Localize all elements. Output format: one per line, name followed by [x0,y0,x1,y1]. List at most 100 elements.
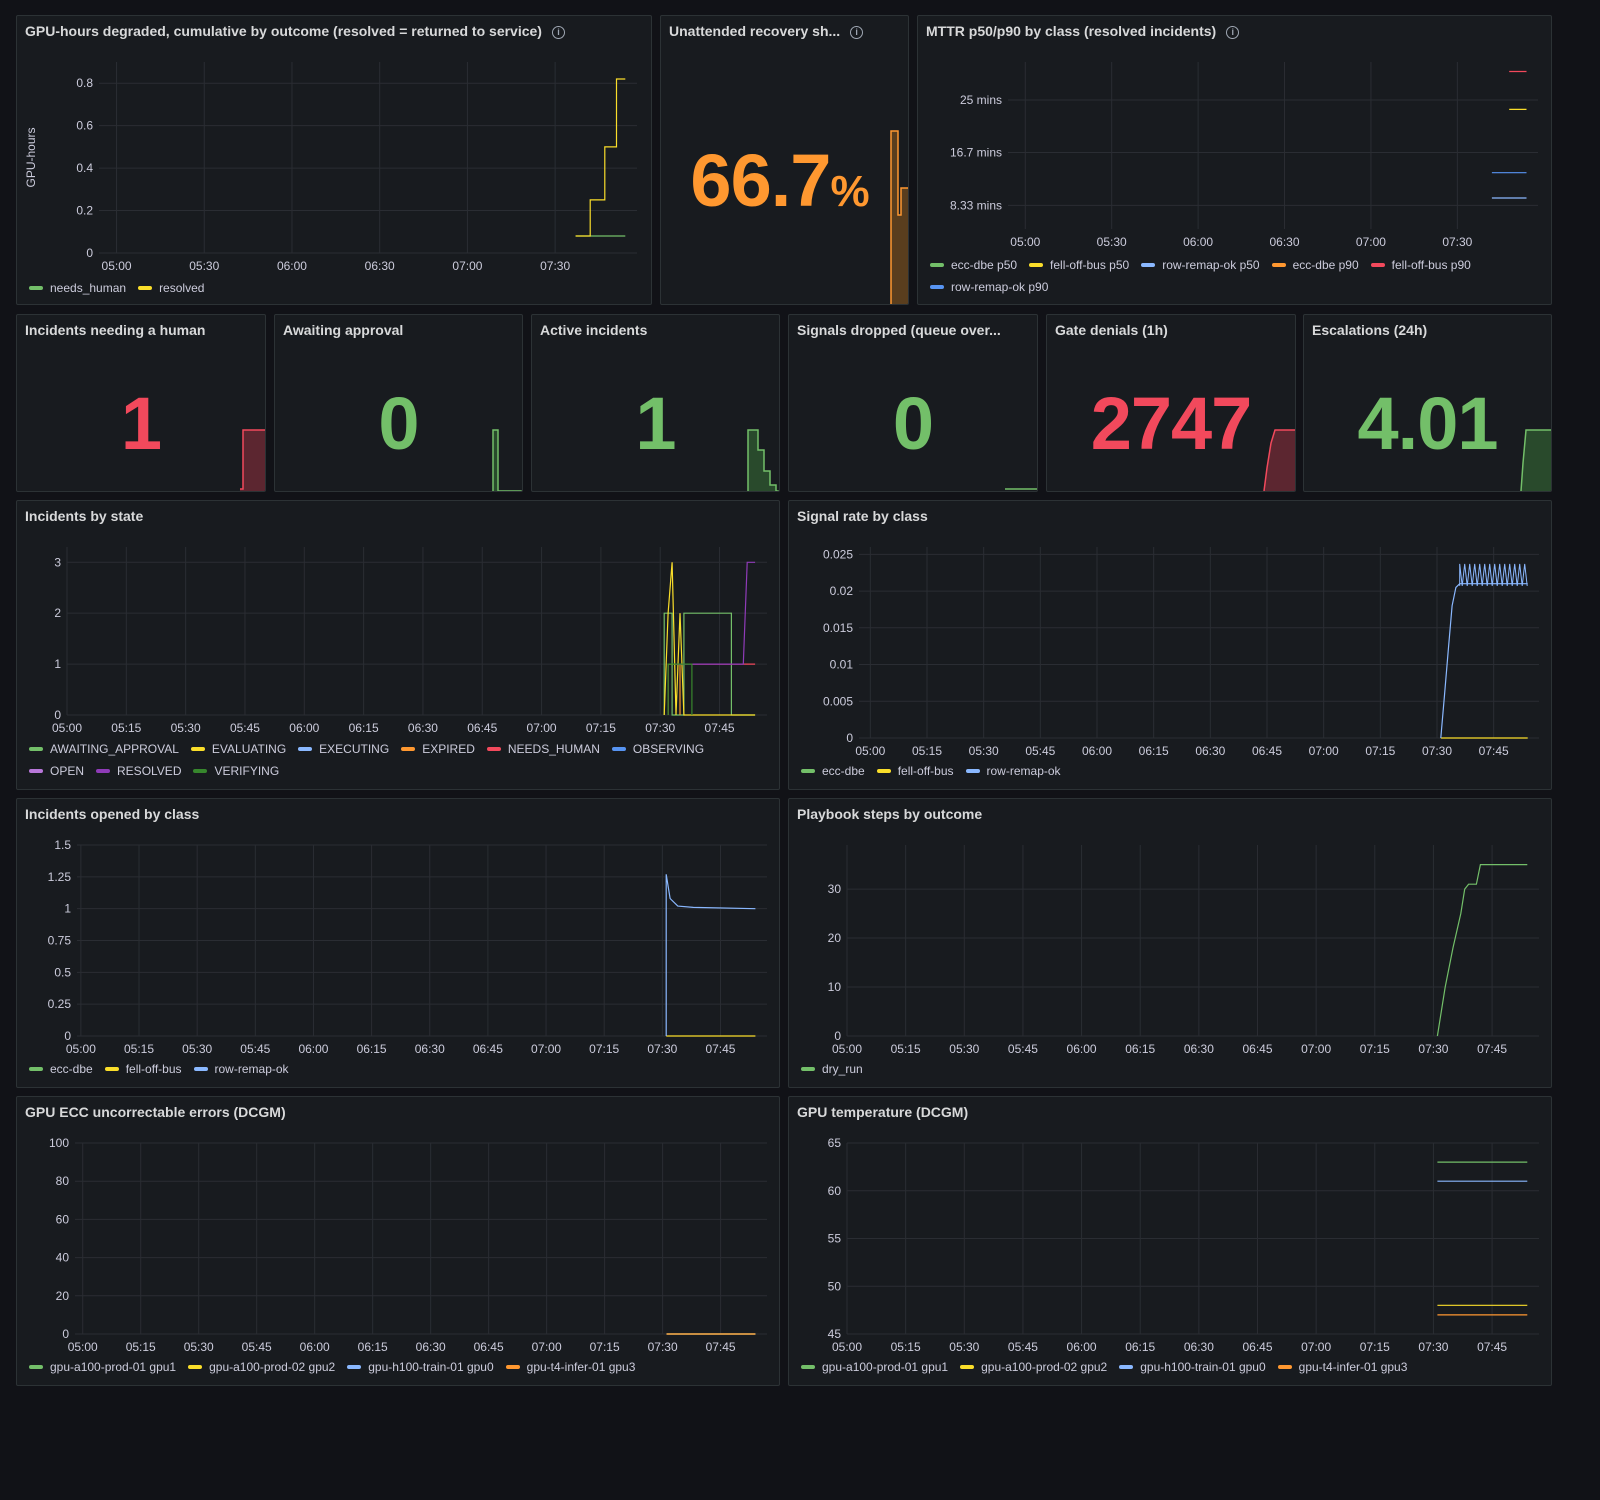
legend-label: gpu-h100-train-01 gpu0 [1140,1360,1266,1374]
legend-swatch [190,746,205,751]
x-tick-label: 06:45 [467,721,497,735]
legend-item[interactable]: gpu-a100-prod-02 gpu2 [960,1356,1107,1378]
legend-item[interactable]: ecc-dbe p90 [1271,254,1359,276]
info-icon[interactable]: i [1226,26,1240,39]
series-line-row-remap-ok [665,874,756,1036]
legend-item[interactable]: needs_human [29,277,126,299]
y-axis-label: GPU-hours [24,127,38,187]
x-tick-label: 07:30 [1418,1340,1448,1354]
panel-signal-rate: Signal rate by class 0 0.005 0.01 0.015 0.02… [788,500,1552,790]
x-tick-label: 07:00 [1301,1042,1331,1056]
legend-item[interactable]: AWAITING_APPROVAL [29,738,179,760]
panel-title: Playbook steps by outcome [797,806,983,822]
x-tick-label: 05:15 [126,1340,156,1354]
y-tick-label: 0 [834,1029,841,1043]
x-tick-label: 06:15 [357,1042,387,1056]
legend-item[interactable]: NEEDS_HUMAN [486,738,600,760]
legend-item[interactable]: gpu-a100-prod-01 gpu1 [801,1356,948,1378]
x-tick-label: 05:30 [949,1340,979,1354]
panel-title: Incidents opened by class [25,806,200,822]
legend-swatch [801,768,815,773]
legend-item[interactable]: gpu-h100-train-01 gpu0 [1119,1356,1266,1378]
legend-item[interactable]: gpu-t4-infer-01 gpu3 [505,1356,636,1378]
legend-item[interactable]: EVALUATING [190,738,286,760]
legend-item[interactable]: row-remap-ok [193,1058,289,1080]
legend: ecc-dbe fell-off-bus row-remap-ok [801,760,1073,782]
y-tick-label: 0.015 [823,621,853,635]
x-tick-label: 06:15 [358,1340,388,1354]
legend-item[interactable]: EXECUTING [298,738,389,760]
x-tick-label: 05:00 [52,721,82,735]
panel-title: Gate denials (1h) [1055,322,1168,338]
legend-label: resolved [159,281,205,295]
panel-gpu-hours-degraded: GPU-hours degraded, cumulative by outcom… [16,15,652,305]
gpu-hours-chart: 0 0.2 0.4 0.6 0.8 05:00 05:30 06:00 06:30 07:00 07… [24,62,637,273]
legend-label: gpu-a100-prod-01 gpu1 [822,1360,949,1374]
x-tick-label: 05:15 [891,1340,921,1354]
x-tick-label: 05:00 [1010,235,1040,249]
legend-item[interactable]: dry_run [801,1058,863,1080]
x-tick-label: 06:00 [300,1340,330,1354]
legend-label: row-remap-ok p50 [1162,258,1260,272]
y-tick-label: 0.005 [823,694,853,708]
legend-item[interactable]: ecc-dbe [801,760,865,782]
legend-item[interactable]: gpu-a100-prod-01 gpu1 [29,1356,176,1378]
legend-item[interactable]: row-remap-ok [965,760,1061,782]
panel-title: GPU temperature (DCGM) [797,1104,969,1120]
x-tick-label: 06:15 [1125,1340,1155,1354]
legend-item[interactable]: RESOLVED [96,760,181,782]
x-tick-label: 06:00 [1183,235,1213,249]
legend-item[interactable]: resolved [138,277,204,299]
x-tick-label: 05:45 [230,721,260,735]
stat-value: 0 [892,382,934,465]
legend-item[interactable]: fell-off-bus [876,760,954,782]
legend-swatch [1029,262,1044,267]
y-tick-label: 0.4 [76,161,93,175]
legend-item[interactable]: fell-off-bus p90 [1370,254,1471,276]
x-tick-label: 07:15 [589,1042,619,1056]
legend-item[interactable]: fell-off-bus p50 [1029,254,1129,276]
panel-awaiting-approval: Awaiting approval 0 [274,314,523,492]
legend-item[interactable]: row-remap-ok p50 [1141,254,1260,276]
x-tick-label: 05:00 [832,1042,862,1056]
info-icon[interactable]: i [551,26,565,39]
info-icon[interactable]: i [850,26,864,39]
x-tick-label: 05:00 [855,744,885,758]
x-tick-label: 06:15 [1125,1042,1155,1056]
legend-item[interactable]: fell-off-bus [104,1058,182,1080]
legend-item[interactable]: ecc-dbe [29,1058,93,1080]
legend-swatch [298,746,313,751]
y-tick-label: 1.25 [48,870,72,884]
legend-label: ecc-dbe [50,1062,93,1076]
y-tick-label: 0.5 [54,965,71,979]
legend-label: gpu-t4-infer-01 gpu3 [526,1360,636,1374]
x-tick-label: 05:30 [969,744,999,758]
legend-label: NEEDS_HUMAN [507,742,600,756]
x-tick-label: 07:00 [531,1042,561,1056]
panel-unattended-recovery: Unattended recovery sh... i 66.7% [660,15,909,305]
y-tick-label: 60 [828,1184,842,1198]
legend-swatch [801,1066,815,1071]
y-tick-label: 0.8 [76,76,93,90]
y-tick-label: 3 [54,555,61,569]
legend-item[interactable]: OPEN [29,760,84,782]
stat-value: 1 [120,382,162,465]
legend-label: EXPIRED [422,742,475,756]
legend-item[interactable]: gpu-h100-train-01 gpu0 [347,1356,494,1378]
legend-item[interactable]: OBSERVING [611,738,705,760]
legend-item[interactable]: row-remap-ok p90 [930,276,1048,298]
legend-item[interactable]: VERIFYING [193,760,279,782]
legend-item[interactable]: EXPIRED [401,738,475,760]
legend-item[interactable]: gpu-a100-prod-02 gpu2 [188,1356,335,1378]
legend-item[interactable]: ecc-dbe p50 [930,254,1017,276]
y-tick-label: 1.5 [54,838,71,852]
legend-label: AWAITING_APPROVAL [50,742,179,756]
panel-signals-dropped: Signals dropped (queue over... 0 [788,314,1038,492]
legend-label: row-remap-ok p90 [951,280,1049,294]
legend-item[interactable]: gpu-t4-infer-01 gpu3 [1277,1356,1407,1378]
gpu-ecc-chart: 0 20 40 60 80 100 05:00 05:15 05:30 05:45 06:00 06:… [49,1136,767,1354]
y-tick-label: 65 [828,1136,842,1150]
y-tick-label: 0.02 [830,584,854,598]
legend-label: OBSERVING [632,742,705,756]
x-tick-label: 06:00 [289,721,319,735]
